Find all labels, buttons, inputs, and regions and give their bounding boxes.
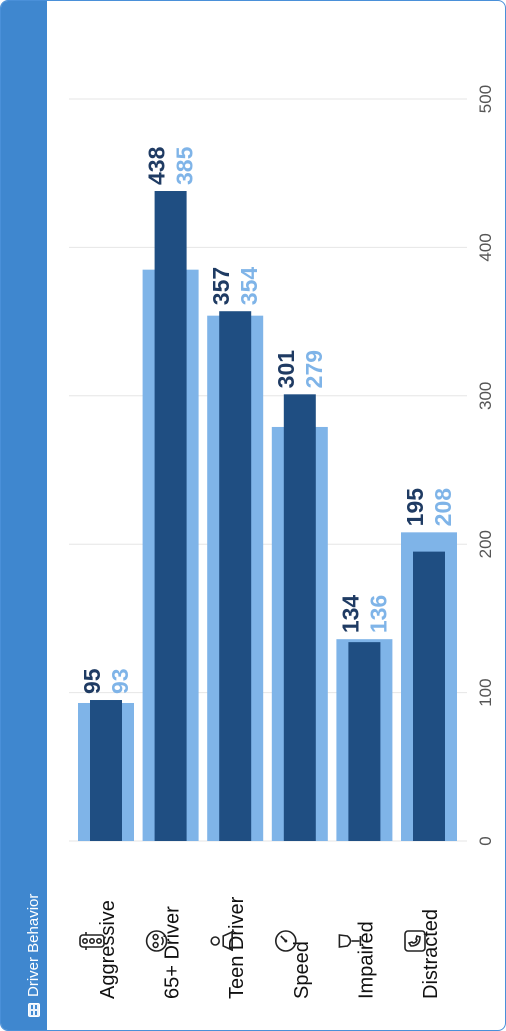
tick-label: 400 [476, 233, 495, 261]
wine-glass-icon [338, 934, 362, 948]
data-label-light: 385 [172, 146, 198, 185]
panel-title: Driver Behavior [25, 893, 42, 997]
category-label: Distracted [420, 909, 442, 999]
panel-header: Driver Behavior [1, 1, 47, 1030]
traffic-light-icon [79, 932, 105, 950]
teen-driver-icon [210, 930, 233, 952]
category-label: 65+ Driver [162, 906, 184, 999]
tick-label: 500 [476, 85, 495, 113]
category-label: Impaired [355, 921, 377, 999]
table-icon [27, 1003, 40, 1017]
bar-dark [90, 700, 122, 841]
tick-label: 300 [476, 382, 495, 410]
data-label-dark: 357 [208, 267, 234, 305]
data-label-dark: 438 [144, 146, 170, 185]
speedometer-icon [274, 930, 297, 952]
category-label: Aggressive [97, 900, 119, 999]
data-label-dark: 301 [273, 350, 299, 389]
data-label-dark: 95 [79, 668, 105, 694]
tick-label: 100 [476, 678, 495, 706]
data-label-light: 208 [430, 488, 456, 527]
data-label-light: 354 [236, 267, 262, 306]
data-label-light: 93 [107, 668, 133, 694]
data-label-dark: 195 [402, 488, 428, 527]
data-label-dark: 134 [337, 595, 363, 634]
bar-dark [283, 394, 316, 841]
bar-dark [219, 311, 252, 841]
bar-dark [348, 642, 381, 841]
data-label-light: 136 [365, 595, 391, 633]
category-label: Speed [291, 941, 313, 999]
category-label: Teen Driver [226, 896, 248, 999]
bar-dark [413, 551, 445, 841]
tick-label: 200 [476, 530, 495, 558]
phone-icon [404, 930, 426, 952]
tick-label: 0 [476, 836, 495, 845]
panel-title-row: Driver Behavior [25, 894, 42, 1017]
bar-dark [154, 191, 187, 841]
data-label-light: 279 [301, 350, 327, 388]
elderly-face-icon [145, 930, 168, 952]
